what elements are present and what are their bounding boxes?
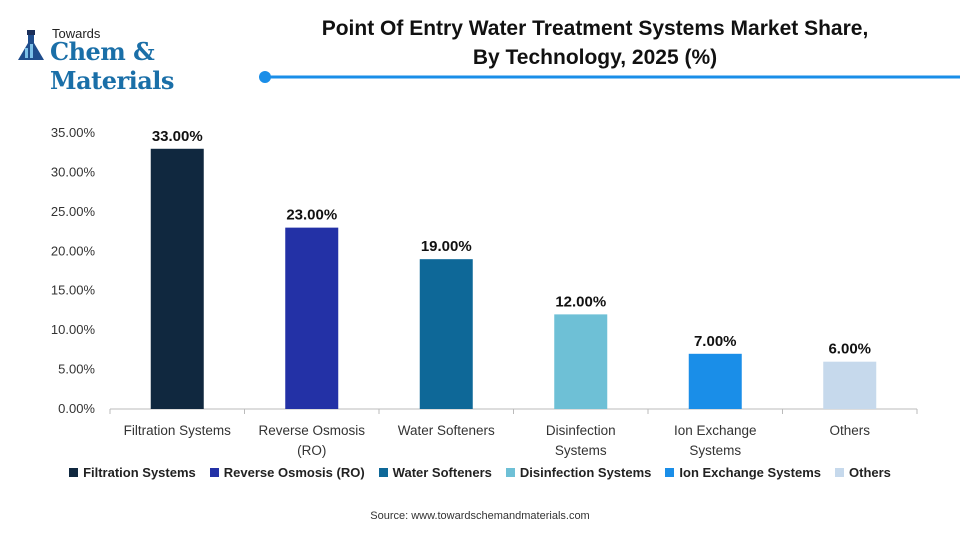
legend-swatch	[378, 468, 388, 477]
legend-item: Disinfection Systems	[505, 465, 652, 480]
legend-item: Water Softeners	[378, 465, 492, 480]
bar-3	[554, 314, 608, 409]
legend-item: Filtration Systems	[69, 465, 196, 480]
logo-towards: Towards	[52, 26, 101, 41]
legend-item: Others	[835, 465, 891, 480]
data-label: 19.00%	[421, 238, 472, 255]
legend-swatch	[665, 468, 675, 477]
source-note: Source: www.towardschemandmaterials.com	[370, 510, 590, 522]
bar-2	[419, 259, 473, 409]
x-tick-label: Ion Exchange	[674, 423, 757, 438]
title-line-1: Point Of Entry Water Treatment Systems M…	[321, 17, 869, 40]
data-label: 7.00%	[694, 333, 737, 350]
y-tick-label: 15.00%	[51, 283, 96, 298]
chart-title: Point Of Entry Water Treatment Systems M…	[260, 14, 930, 72]
logo-main: Chem & Materials	[50, 37, 174, 95]
data-label: 6.00%	[828, 341, 871, 358]
legend-label: Others	[849, 465, 891, 480]
y-tick-label: 10.00%	[51, 322, 96, 337]
legend-label: Filtration Systems	[83, 465, 196, 480]
legend-item: Reverse Osmosis (RO)	[209, 465, 365, 480]
x-tick-label: Water Softeners	[398, 423, 495, 438]
legend-item: Ion Exchange Systems	[665, 465, 821, 480]
x-tick-label: Others	[829, 423, 870, 438]
legend-swatch	[835, 468, 845, 477]
y-tick-label: 25.00%	[51, 204, 96, 219]
bar-5	[823, 361, 877, 409]
legend-label: Ion Exchange Systems	[679, 465, 822, 480]
title-rule	[259, 71, 960, 83]
title-line-2: By Technology, 2025 (%)	[472, 46, 718, 69]
y-tick-label: 30.00%	[51, 164, 96, 179]
y-tick-label: 20.00%	[51, 243, 96, 258]
data-label: 12.00%	[555, 293, 606, 310]
data-label: 23.00%	[286, 207, 337, 224]
x-tick-label: Disinfection	[546, 423, 616, 438]
bar-4	[688, 353, 742, 409]
legend-label: Reverse Osmosis (RO)	[223, 465, 365, 480]
data-label: 33.00%	[152, 128, 203, 145]
bar-0	[150, 148, 204, 409]
y-tick-label: 0.00%	[58, 401, 95, 416]
legend-label: Water Softeners	[392, 465, 492, 480]
x-tick-label: Systems	[555, 443, 607, 458]
bar-chart: 0.00% 5.00% 10.00% 15.00% 20.00% 25.00% 30.00%…	[51, 125, 918, 458]
y-tick-label: 5.00%	[58, 362, 95, 377]
x-tick-label: Filtration Systems	[124, 423, 232, 438]
y-tick-label: 35.00%	[51, 125, 96, 140]
x-tick-label: (RO)	[297, 443, 326, 458]
bar-1	[285, 227, 339, 409]
flask-icon	[18, 30, 44, 60]
legend-swatch	[69, 468, 79, 477]
legend-swatch	[209, 468, 219, 477]
legend: Filtration Systems Reverse Osmosis (RO) Wa…	[0, 465, 960, 480]
legend-label: Disinfection Systems	[519, 465, 652, 480]
x-tick-label: Systems	[689, 443, 741, 458]
x-tick-label: Reverse Osmosis	[258, 423, 365, 438]
legend-swatch	[505, 468, 515, 477]
